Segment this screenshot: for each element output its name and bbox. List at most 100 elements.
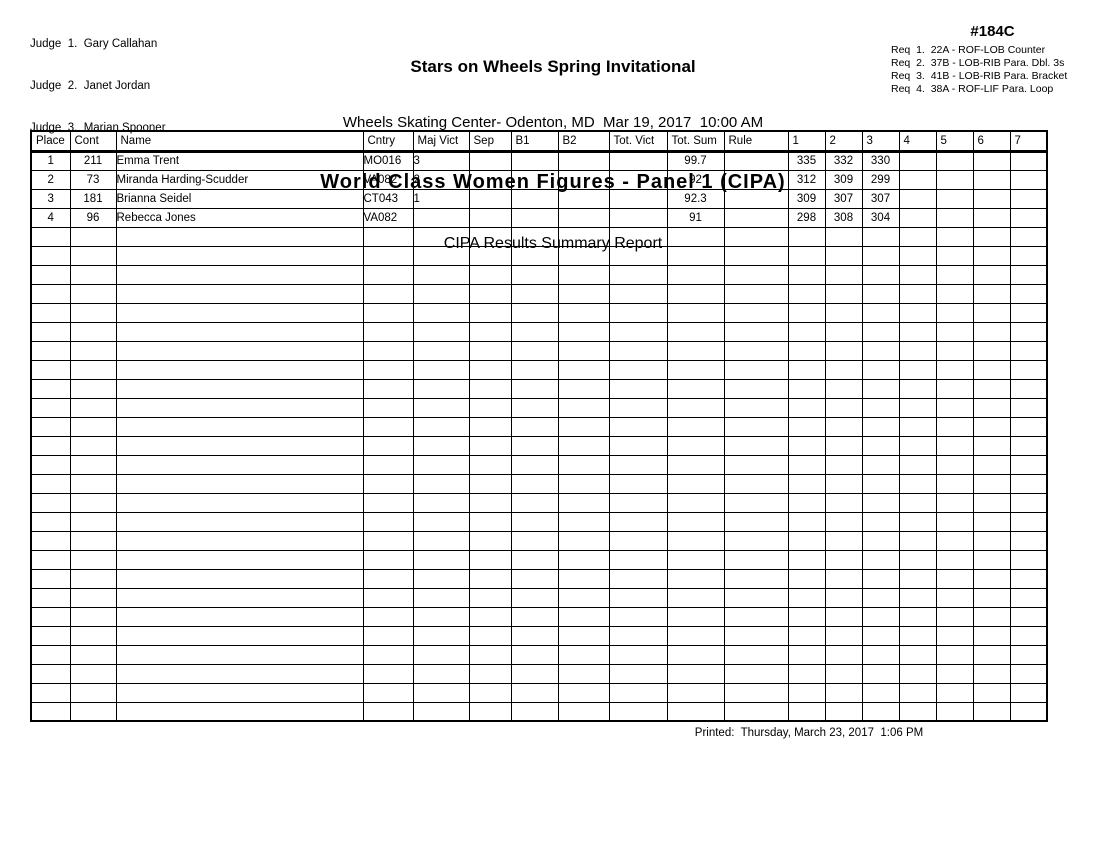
cell-3 [861,663,900,684]
cell-cont [69,682,117,703]
cell-b1 [510,188,559,209]
table-row-empty [30,226,1048,247]
cell-1 [787,511,826,532]
cell-cont: 181 [69,188,117,209]
cell-maj-vict [412,682,470,703]
table-row-empty [30,245,1048,266]
column-header-b1: B1 [510,130,559,153]
cell-3 [861,701,900,722]
table-row-empty [30,568,1048,589]
cell-cntry [362,416,414,437]
cell-tot-sum [666,321,725,342]
cell-1 [787,568,826,589]
cell-b2 [557,492,610,513]
cell-5 [935,606,974,627]
table-row: 4 96 Rebecca Jones VA082 91 298 308 304 [30,207,1048,228]
cell-b2 [557,302,610,323]
cell-name [115,663,364,684]
cell-sep [468,625,512,646]
cell-rule [723,454,789,475]
cell-cont [69,606,117,627]
cell-2 [824,511,863,532]
cell-b2 [557,340,610,361]
cell-1 [787,302,826,323]
table-row-empty [30,378,1048,399]
cell-name [115,226,364,247]
cell-b2 [557,625,610,646]
cell-1: 312 [787,169,826,190]
cell-7 [1009,435,1048,456]
cell-1 [787,435,826,456]
cell-1 [787,283,826,304]
cell-sep [468,682,512,703]
cell-name: Rebecca Jones [115,207,364,228]
cell-1 [787,416,826,437]
cell-cont [69,245,117,266]
cell-6 [972,682,1011,703]
cell-2: 332 [824,150,863,171]
cell-name [115,359,364,380]
cell-rule [723,473,789,494]
competition-title: Stars on Wheels Spring Invitational [410,57,696,76]
cell-cntry [362,454,414,475]
cell-tot-vict [608,321,668,342]
cell-1: 309 [787,188,826,209]
cell-rule [723,530,789,551]
cell-cntry [362,682,414,703]
cell-tot-sum [666,701,725,722]
cell-rule [723,207,789,228]
cell-6 [972,188,1011,209]
cell-sep [468,207,512,228]
cell-place [30,435,71,456]
cell-rule [723,226,789,247]
cell-maj-vict [412,511,470,532]
cell-b2 [557,644,610,665]
results-table: Place Cont Name Cntry Maj Vict Sep B1 B2 Tot. Vi… [30,130,1048,722]
cell-4 [898,416,937,437]
cell-cntry [362,378,414,399]
cell-5 [935,264,974,285]
cell-tot-vict [608,169,668,190]
cell-tot-sum [666,226,725,247]
cell-6 [972,226,1011,247]
cell-2: 308 [824,207,863,228]
cell-3 [861,682,900,703]
cell-2: 309 [824,169,863,190]
cell-name: Emma Trent [115,150,364,171]
cell-cntry [362,568,414,589]
cell-b2 [557,568,610,589]
venue-date-line: Wheels Skating Center- Odenton, MD Mar 1… [342,114,764,131]
cell-1 [787,606,826,627]
cell-6 [972,663,1011,684]
cell-place [30,416,71,437]
cell-5 [935,245,974,266]
cell-6 [972,625,1011,646]
cell-maj-vict [412,663,470,684]
cell-tot-sum [666,511,725,532]
cell-7 [1009,530,1048,551]
cell-6 [972,435,1011,456]
cell-b2 [557,682,610,703]
cell-4 [898,359,937,380]
cell-4 [898,701,937,722]
cell-2 [824,359,863,380]
cell-2 [824,625,863,646]
cell-sep [468,264,512,285]
printed-timestamp: Printed: Thursday, March 23, 2017 1:06 P… [694,727,924,739]
cell-6 [972,473,1011,494]
cell-name [115,473,364,494]
cell-cont [69,321,117,342]
cell-4 [898,587,937,608]
cell-b1 [510,150,559,171]
cell-rule [723,606,789,627]
cell-4 [898,454,937,475]
cell-6 [972,359,1011,380]
cell-tot-sum: 92.3 [666,188,725,209]
cell-7 [1009,340,1048,361]
cell-tot-vict [608,226,668,247]
cell-b1 [510,264,559,285]
cell-3: 307 [861,188,900,209]
cell-3 [861,435,900,456]
cell-tot-vict [608,245,668,266]
cell-3 [861,245,900,266]
